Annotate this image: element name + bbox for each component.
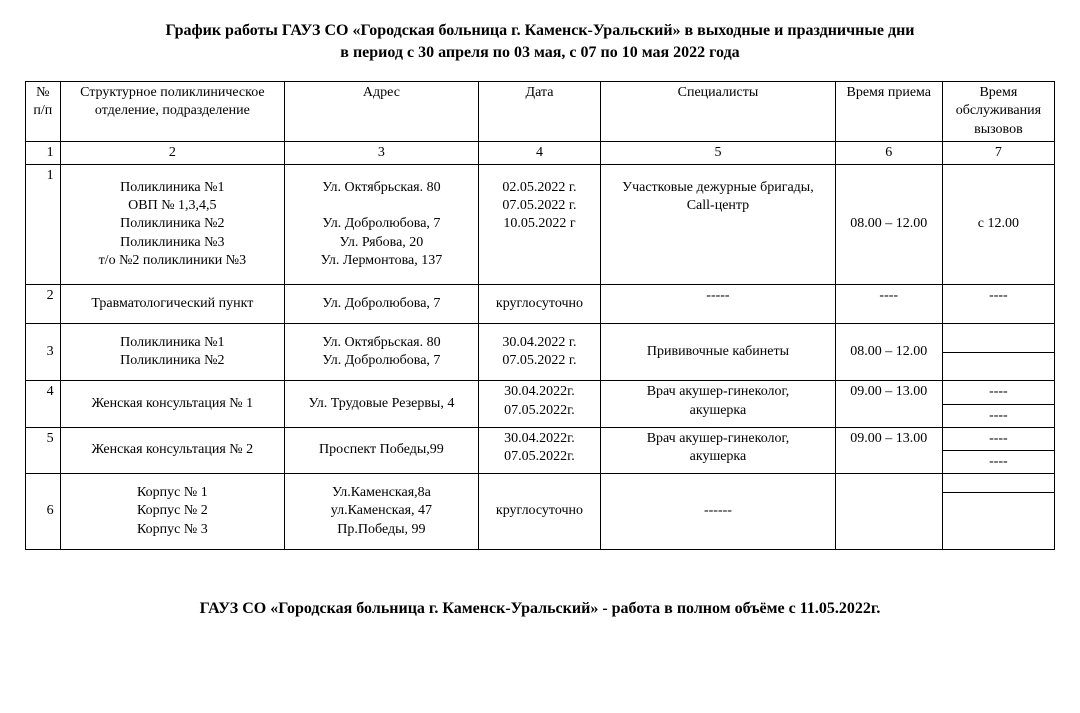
colnum-3: 3 bbox=[285, 141, 479, 164]
row-addr: Ул. Добролюбова, 7 bbox=[285, 284, 479, 323]
header-num: № п/п bbox=[26, 82, 61, 142]
table-row: 5 Женская консультация № 2 Проспект Побе… bbox=[26, 427, 1055, 450]
header-dept: Структурное поликлиническое отделение, п… bbox=[60, 82, 284, 142]
row-addr: Проспект Победы,99 bbox=[285, 427, 479, 473]
colnum-7: 7 bbox=[942, 141, 1054, 164]
row-time1 bbox=[835, 474, 942, 550]
document-title: График работы ГАУЗ СО «Городская больниц… bbox=[25, 20, 1055, 63]
row-spec: ------ bbox=[601, 474, 836, 550]
table-colnum-row: 1 2 3 4 5 6 7 bbox=[26, 141, 1055, 164]
row-time2-bot bbox=[942, 352, 1054, 381]
row-dept: Корпус № 1 Корпус № 2 Корпус № 3 bbox=[60, 474, 284, 550]
row-time2-top: ---- bbox=[942, 427, 1054, 450]
colnum-1: 1 bbox=[26, 141, 61, 164]
footer-note: ГАУЗ СО «Городская больница г. Каменск-У… bbox=[25, 600, 1055, 618]
row-spec: Прививочные кабинеты bbox=[601, 324, 836, 381]
row-time1: ---- bbox=[835, 284, 942, 323]
row-time1: 08.00 – 12.00 bbox=[835, 324, 942, 381]
row-dept: Женская консультация № 1 bbox=[60, 381, 284, 427]
row-addr: Ул. Октябрьская. 80 Ул. Добролюбова, 7 bbox=[285, 324, 479, 381]
row-num: 5 bbox=[26, 427, 61, 473]
row-num: 4 bbox=[26, 381, 61, 427]
row-dept: Поликлиника №1 ОВП № 1,3,4,5 Поликлиника… bbox=[60, 164, 284, 284]
row-time2-bot: ---- bbox=[942, 404, 1054, 427]
row-addr: Ул. Трудовые Резервы, 4 bbox=[285, 381, 479, 427]
row-addr: Ул.Каменская,8а ул.Каменская, 47 Пр.Побе… bbox=[285, 474, 479, 550]
colnum-6: 6 bbox=[835, 141, 942, 164]
row-spec: Участковые дежурные бригады, Call-центр bbox=[601, 164, 836, 284]
row-dept: Травматологический пункт bbox=[60, 284, 284, 323]
row-date: круглосуточно bbox=[478, 284, 600, 323]
row-time1: 08.00 – 12.00 bbox=[835, 164, 942, 284]
table-row: 1 Поликлиника №1 ОВП № 1,3,4,5 Поликлини… bbox=[26, 164, 1055, 284]
table-header-row: № п/п Структурное поликлиническое отделе… bbox=[26, 82, 1055, 142]
row-time2-top bbox=[942, 474, 1054, 492]
row-dept: Поликлиника №1 Поликлиника №2 bbox=[60, 324, 284, 381]
row-spec: ----- bbox=[601, 284, 836, 323]
header-time2: Время обслуживания вызовов bbox=[942, 82, 1054, 142]
header-spec: Специалисты bbox=[601, 82, 836, 142]
row-date: 30.04.2022г. 07.05.2022г. bbox=[478, 427, 600, 473]
row-time2: с 12.00 bbox=[942, 164, 1054, 284]
row-time2-top bbox=[942, 324, 1054, 353]
table-row: 4 Женская консультация № 1 Ул. Трудовые … bbox=[26, 381, 1055, 404]
table-row: 6 Корпус № 1 Корпус № 2 Корпус № 3 Ул.Ка… bbox=[26, 474, 1055, 492]
header-date: Дата bbox=[478, 82, 600, 142]
row-spec: Врач акушер-гинеколог, акушерка bbox=[601, 381, 836, 427]
row-num: 3 bbox=[26, 324, 61, 381]
table-row: 3 Поликлиника №1 Поликлиника №2 Ул. Октя… bbox=[26, 324, 1055, 353]
row-num: 1 bbox=[26, 164, 61, 284]
row-time2: ---- bbox=[942, 284, 1054, 323]
header-addr: Адрес bbox=[285, 82, 479, 142]
colnum-2: 2 bbox=[60, 141, 284, 164]
title-line1: График работы ГАУЗ СО «Городская больниц… bbox=[25, 20, 1055, 42]
row-time2-bot: ---- bbox=[942, 451, 1054, 474]
row-time2-bot bbox=[942, 492, 1054, 549]
schedule-table: № п/п Структурное поликлиническое отделе… bbox=[25, 81, 1055, 550]
row-time1: 09.00 – 13.00 bbox=[835, 381, 942, 427]
row-addr: Ул. Октябрьская. 80 Ул. Добролюбова, 7 У… bbox=[285, 164, 479, 284]
row-num: 2 bbox=[26, 284, 61, 323]
row-date: круглосуточно bbox=[478, 474, 600, 550]
row-date: 30.04.2022г. 07.05.2022г. bbox=[478, 381, 600, 427]
table-row: 2 Травматологический пункт Ул. Добролюбо… bbox=[26, 284, 1055, 323]
row-dept: Женская консультация № 2 bbox=[60, 427, 284, 473]
row-date: 30.04.2022 г. 07.05.2022 г. bbox=[478, 324, 600, 381]
row-time1: 09.00 – 13.00 bbox=[835, 427, 942, 473]
row-num: 6 bbox=[26, 474, 61, 550]
colnum-5: 5 bbox=[601, 141, 836, 164]
header-time1: Время приема bbox=[835, 82, 942, 142]
row-date: 02.05.2022 г. 07.05.2022 г. 10.05.2022 г bbox=[478, 164, 600, 284]
title-line2: в период с 30 апреля по 03 мая, с 07 по … bbox=[25, 42, 1055, 64]
row-time2-top: ---- bbox=[942, 381, 1054, 404]
colnum-4: 4 bbox=[478, 141, 600, 164]
row-spec: Врач акушер-гинеколог, акушерка bbox=[601, 427, 836, 473]
